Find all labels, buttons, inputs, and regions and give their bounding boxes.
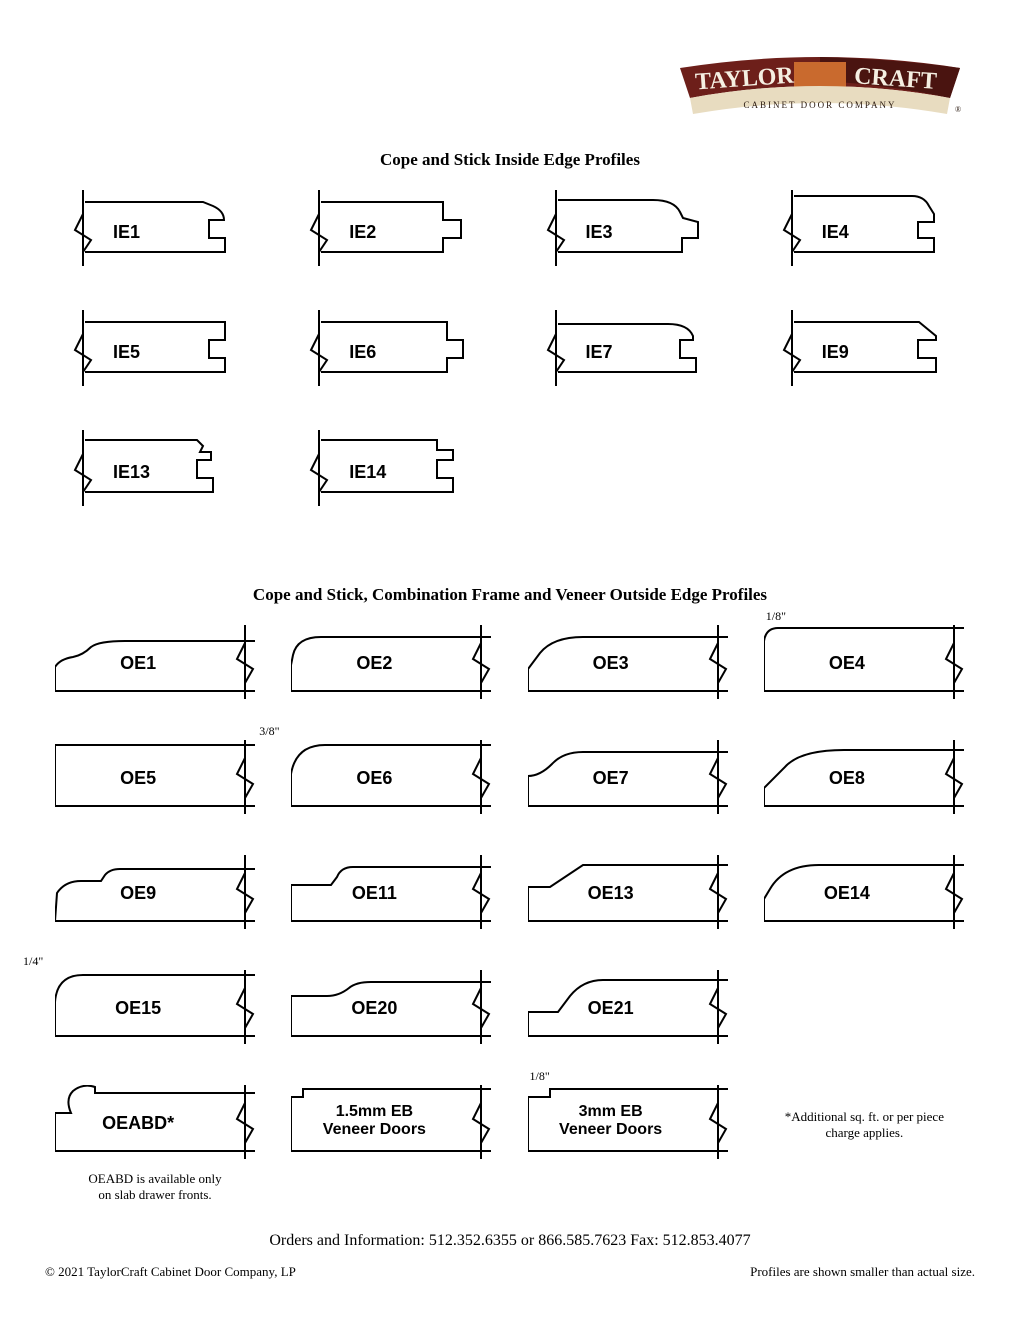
- oe-profile-3mmEBVeneerDoors: 1/8" 3mm EBVeneer Doors: [528, 1085, 729, 1160]
- oe-profile-OE15: 1/4" OE15: [55, 970, 256, 1045]
- dim-label: 1/4": [23, 954, 43, 969]
- oe-label: OE14: [764, 883, 930, 904]
- oe-label: OE1: [55, 653, 221, 674]
- oe-label: OE15: [55, 998, 221, 1019]
- oe-label: OE4: [764, 653, 930, 674]
- oe-label: 3mm EBVeneer Doors: [528, 1103, 694, 1140]
- note-additional: *Additional sq. ft. or per piececharge a…: [764, 1109, 965, 1141]
- oe-label: OE21: [528, 998, 694, 1019]
- oe-profile-OE9: OE9: [55, 855, 256, 930]
- oe-empty: [764, 970, 965, 1045]
- oe-label: OE5: [55, 768, 221, 789]
- oe-profile-OE5: OE5: [55, 740, 256, 815]
- ie-profile-IE14: IE14: [291, 430, 492, 510]
- logo: TAYLOR CRAFT CABINET DOOR COMPANY ®: [670, 54, 970, 129]
- section1-title: Cope and Stick Inside Edge Profiles: [45, 150, 975, 170]
- oe-profile-OE11: OE11: [291, 855, 492, 930]
- ie-label: IE14: [349, 462, 386, 483]
- oe-profiles-grid: OE1 OE2 OE3 1/8" OE4: [45, 625, 975, 1160]
- oe-label: OEABD*: [55, 1113, 221, 1134]
- footer: Orders and Information: 512.352.6355 or …: [45, 1232, 975, 1280]
- ie-label: IE1: [113, 222, 140, 243]
- ie-label: IE4: [822, 222, 849, 243]
- oe-label: OE8: [764, 768, 930, 789]
- oe-label: OE20: [291, 998, 457, 1019]
- oe-label: OE2: [291, 653, 457, 674]
- ie-profile-IE5: IE5: [55, 310, 256, 390]
- ie-profile-IE13: IE13: [55, 430, 256, 510]
- oe-label: OE9: [55, 883, 221, 904]
- dim-label: 3/8": [259, 724, 279, 739]
- ie-label: IE9: [822, 342, 849, 363]
- ie-label: IE5: [113, 342, 140, 363]
- footer-orders: Orders and Information: 512.352.6355 or …: [45, 1232, 975, 1250]
- ie-label: IE13: [113, 462, 150, 483]
- oe-profile-OE3: OE3: [528, 625, 729, 700]
- oe-label: OE6: [291, 768, 457, 789]
- ie-label: IE3: [586, 222, 613, 243]
- ie-profile-IE1: IE1: [55, 190, 256, 270]
- oe-profile-OE8: OE8: [764, 740, 965, 815]
- ie-profile-IE2: IE2: [291, 190, 492, 270]
- oe-profile-OE21: OE21: [528, 970, 729, 1045]
- ie-label: IE2: [349, 222, 376, 243]
- dim-label: 1/8": [530, 1069, 550, 1084]
- oe-profile-OE13: OE13: [528, 855, 729, 930]
- oe-profile-OE2: OE2: [291, 625, 492, 700]
- oe-profile-OE20: OE20: [291, 970, 492, 1045]
- oe-profile-OE1: OE1: [55, 625, 256, 700]
- oe-label: 1.5mm EBVeneer Doors: [291, 1103, 457, 1140]
- section2-title: Cope and Stick, Combination Frame and Ve…: [45, 585, 975, 605]
- oe-profile-OEABD: OEABD* OEABD is available onlyon slab dr…: [55, 1085, 256, 1160]
- oe-label: OE11: [291, 883, 457, 904]
- note-oeabd: OEABD is available onlyon slab drawer fr…: [55, 1171, 255, 1203]
- dim-label: 1/8": [766, 609, 786, 624]
- ie-profile-IE4: IE4: [764, 190, 965, 270]
- ie-profile-IE9: IE9: [764, 310, 965, 390]
- footer-right-note: Profiles are shown smaller than actual s…: [750, 1264, 975, 1280]
- ie-label: IE7: [586, 342, 613, 363]
- logo-subtext: CABINET DOOR COMPANY: [743, 100, 896, 110]
- ie-profile-IE7: IE7: [528, 310, 729, 390]
- oe-profile-OE14: OE14: [764, 855, 965, 930]
- footer-copyright: © 2021 TaylorCraft Cabinet Door Company,…: [45, 1264, 296, 1280]
- oe-label: OE7: [528, 768, 694, 789]
- oe-profile-15mmEBVeneerDoors: 1.5mm EBVeneer Doors: [291, 1085, 492, 1160]
- ie-profile-IE6: IE6: [291, 310, 492, 390]
- oe-profile-OE6: 3/8" OE6: [291, 740, 492, 815]
- ie-profiles-grid: IE1 IE2 IE3 IE4: [45, 190, 975, 510]
- oe-profile-OE7: OE7: [528, 740, 729, 815]
- ie-profile-IE3: IE3: [528, 190, 729, 270]
- oe-empty: *Additional sq. ft. or per piececharge a…: [764, 1085, 965, 1160]
- oe-label: OE3: [528, 653, 694, 674]
- oe-label: OE13: [528, 883, 694, 904]
- oe-profile-OE4: 1/8" OE4: [764, 625, 965, 700]
- ie-label: IE6: [349, 342, 376, 363]
- svg-text:®: ®: [955, 105, 961, 114]
